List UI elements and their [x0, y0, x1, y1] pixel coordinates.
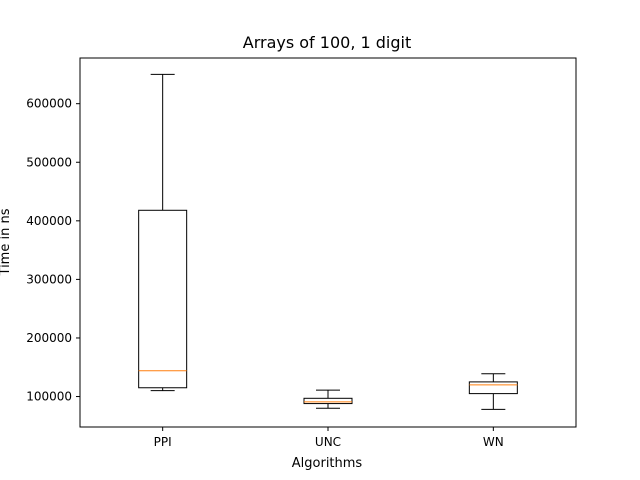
- x-tick-label: WN: [483, 435, 504, 449]
- x-axis-label: Algorithms: [292, 456, 363, 471]
- plot-area: 100000 200000 300000 400000 500000 600000 PPI U…: [26, 57, 577, 449]
- axes-frame: [79, 57, 577, 428]
- chart-title: Arrays of 100, 1 digit: [243, 33, 411, 52]
- y-axis-label: Time in ns: [0, 208, 13, 276]
- box-ppi: [138, 209, 188, 389]
- x-tick-label: PPI: [154, 435, 172, 449]
- y-tick-label: 300000: [26, 272, 72, 286]
- y-tick-label: 400000: [26, 214, 72, 228]
- x-tick-label: UNC: [315, 435, 341, 449]
- y-tick-label: 600000: [26, 97, 72, 111]
- y-tick-label: 200000: [26, 331, 72, 345]
- y-tick-label: 100000: [26, 390, 72, 404]
- box-wn: [468, 381, 518, 395]
- box-unc: [303, 397, 353, 405]
- y-tick-label: 500000: [26, 155, 72, 169]
